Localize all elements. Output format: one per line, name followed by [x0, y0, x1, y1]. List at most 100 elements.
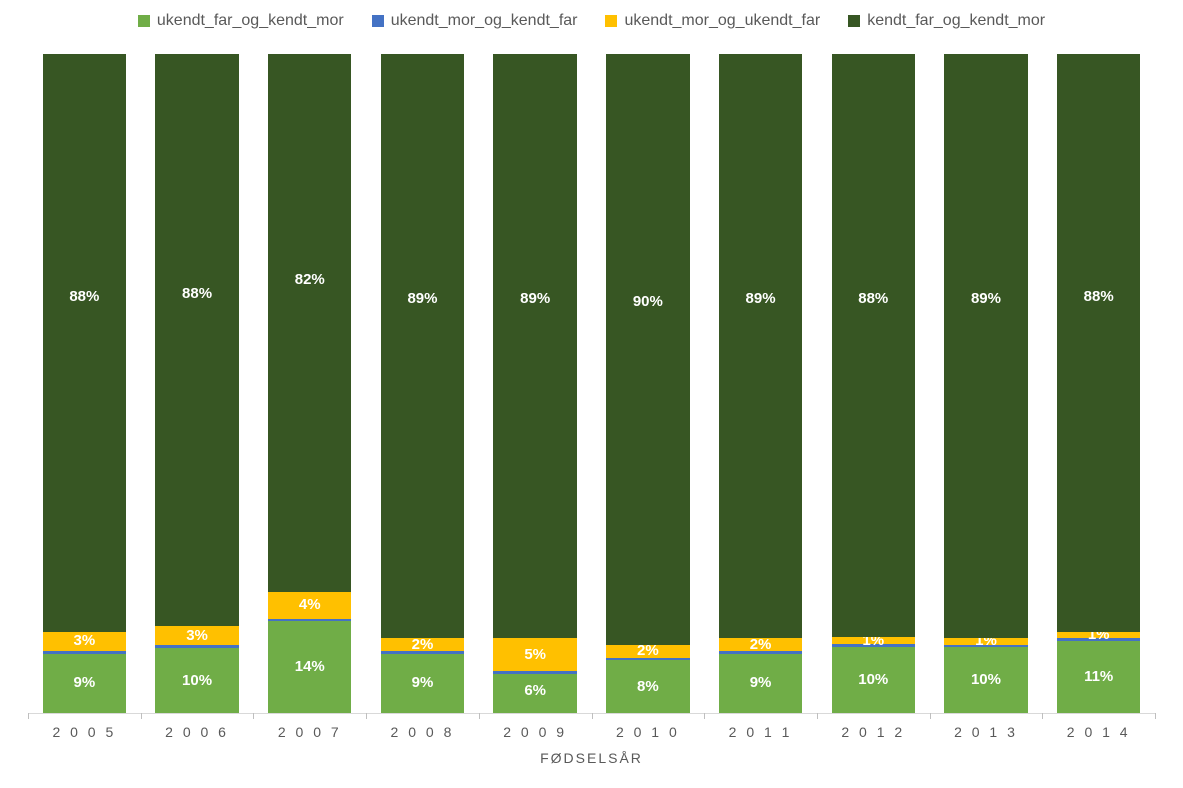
x-tick-label: 2 0 0 9 — [479, 724, 592, 740]
bar-segment-kendt_far_og_kendt_mor: 90% — [606, 54, 689, 645]
bar-column: 6% 0% 5% 89% — [479, 54, 592, 713]
data-label: 3% — [74, 634, 96, 650]
bar-segment-kendt_far_og_kendt_mor: 88% — [155, 54, 238, 626]
bar-segment-ukendt_far_og_kendt_mor: 9% — [381, 654, 464, 713]
bar-segment-ukendt_mor_og_kendt_far: 0% — [155, 645, 238, 648]
bar-segment-kendt_far_og_kendt_mor: 89% — [493, 54, 576, 638]
bar-segment-ukendt_mor_og_ukendt_far: 3% — [155, 626, 238, 645]
bar-segment-ukendt_mor_og_ukendt_far: 5% — [493, 638, 576, 671]
bar-segment-kendt_far_og_kendt_mor: 89% — [719, 54, 802, 638]
bar: 6% 0% 5% 89% — [493, 54, 576, 713]
data-label: 4% — [299, 598, 321, 614]
x-tick-label: 2 0 1 4 — [1042, 724, 1155, 740]
legend-swatch — [138, 15, 150, 27]
bar-segment-ukendt_mor_og_ukendt_far: 1% — [944, 638, 1027, 645]
data-label: 9% — [412, 676, 434, 692]
legend-label: ukendt_mor_og_ukendt_far — [624, 12, 820, 30]
legend-item: ukendt_mor_og_ukendt_far — [605, 12, 820, 30]
data-label: 89% — [746, 291, 776, 307]
bar-segment-ukendt_far_og_kendt_mor: 8% — [606, 660, 689, 713]
x-axis: 2 0 0 52 0 0 62 0 0 72 0 0 82 0 0 92 0 1… — [28, 724, 1155, 740]
bar-segment-ukendt_far_og_kendt_mor: 11% — [1057, 641, 1140, 713]
data-label: 14% — [295, 659, 325, 675]
bar: 10%0%1%88% — [832, 54, 915, 713]
data-label: 5% — [524, 647, 546, 663]
bar-segment-ukendt_far_og_kendt_mor: 10% — [944, 647, 1027, 713]
data-label: 2% — [412, 637, 434, 653]
x-tick-label: 2 0 1 2 — [817, 724, 930, 740]
x-tick-label: 2 0 0 6 — [141, 724, 254, 740]
bar-column: 9%0%2%89% — [366, 54, 479, 713]
data-label: 89% — [520, 291, 550, 307]
bar-segment-kendt_far_og_kendt_mor: 89% — [381, 54, 464, 638]
bar-column: 14% 0% 4% 82% — [253, 54, 366, 713]
bar-column: 8%0%2%90% — [592, 54, 705, 713]
data-label: 9% — [750, 676, 772, 692]
bar-segment-ukendt_mor_og_kendt_far: 0% — [268, 619, 351, 622]
bar-segment-ukendt_mor_og_kendt_far: 0% — [493, 671, 576, 674]
bar-segment-ukendt_far_og_kendt_mor: 10% — [832, 647, 915, 713]
bar-segment-kendt_far_og_kendt_mor: 89% — [944, 54, 1027, 638]
bar-segment-kendt_far_og_kendt_mor: 88% — [1057, 54, 1140, 632]
data-label: 88% — [858, 291, 888, 307]
legend-label: kendt_far_og_kendt_mor — [867, 12, 1045, 30]
bar-column: 11%0%1%88% — [1042, 54, 1155, 713]
bar: 11%0%1%88% — [1057, 54, 1140, 713]
data-label: 10% — [971, 672, 1001, 688]
bar-segment-kendt_far_og_kendt_mor: 88% — [43, 54, 126, 632]
bar-segment-ukendt_far_og_kendt_mor: 6% — [493, 674, 576, 713]
legend-label: ukendt_mor_og_kendt_far — [391, 12, 578, 30]
stacked-bar-chart: ukendt_far_og_kendt_mor ukendt_mor_og_ken… — [0, 0, 1183, 788]
bar: 10% 0%3% 88% — [155, 54, 238, 713]
data-label: 6% — [524, 683, 546, 699]
bar: 10%0%1%89% — [944, 54, 1027, 713]
x-tick-label: 2 0 0 7 — [253, 724, 366, 740]
bar-column: 10%0%1%88% — [817, 54, 930, 713]
bar-column: 9%0%2%89% — [704, 54, 817, 713]
data-label: 9% — [74, 676, 96, 692]
data-label: 89% — [971, 292, 1001, 308]
legend-item: ukendt_mor_og_kendt_far — [372, 12, 578, 30]
data-label: 3% — [186, 628, 208, 644]
bar-segment-ukendt_mor_og_ukendt_far: 1% — [832, 637, 915, 644]
x-tick-label: 2 0 0 5 — [28, 724, 141, 740]
legend-swatch — [848, 15, 860, 27]
bar: 14% 0% 4% 82% — [268, 54, 351, 713]
data-label: 88% — [1084, 289, 1114, 305]
data-label: 88% — [182, 286, 212, 302]
data-label: 10% — [858, 672, 888, 688]
bar-segment-ukendt_mor_og_ukendt_far: 4% — [268, 592, 351, 618]
bar-segment-ukendt_far_og_kendt_mor: 9% — [719, 654, 802, 713]
legend-item: ukendt_far_og_kendt_mor — [138, 12, 344, 30]
plot-inner: 9%0%3%88%10%0%3%88%14%0%4%82%9%0%2%89%6%… — [28, 54, 1155, 714]
bar-segment-ukendt_mor_og_ukendt_far: 2% — [719, 638, 802, 651]
bar: 8%0%2%90% — [606, 54, 689, 713]
data-label: 2% — [637, 643, 659, 659]
legend-item: kendt_far_og_kendt_mor — [848, 12, 1045, 30]
bar-column: 9% 0%3% 88% — [28, 54, 141, 713]
bar-segment-ukendt_mor_og_kendt_far: 0% — [43, 651, 126, 654]
data-label: 2% — [750, 637, 772, 653]
data-label: 10% — [182, 673, 212, 689]
plot-area: 9%0%3%88%10%0%3%88%14%0%4%82%9%0%2%89%6%… — [28, 54, 1155, 714]
bar-segment-ukendt_mor_og_ukendt_far: 3% — [43, 632, 126, 652]
legend-swatch — [605, 15, 617, 27]
x-axis-title: FØDSELSÅR — [0, 750, 1183, 766]
bar-segment-ukendt_far_og_kendt_mor: 9% — [43, 654, 126, 713]
data-label: 90% — [633, 294, 663, 310]
bar-segment-ukendt_far_og_kendt_mor: 14% — [268, 621, 351, 713]
data-label: 8% — [637, 679, 659, 695]
bar-column: 10% 0%3% 88% — [141, 54, 254, 713]
data-label: 11% — [1084, 669, 1113, 685]
bar: 9%0%2%89% — [381, 54, 464, 713]
legend: ukendt_far_og_kendt_mor ukendt_mor_og_ken… — [0, 0, 1183, 36]
bar: 9%0%2%89% — [719, 54, 802, 713]
bar-segment-kendt_far_og_kendt_mor: 88% — [832, 54, 915, 637]
legend-label: ukendt_far_og_kendt_mor — [157, 12, 344, 30]
x-tick-label: 2 0 1 1 — [704, 724, 817, 740]
data-label: 89% — [407, 291, 437, 307]
bar-segment-kendt_far_og_kendt_mor: 82% — [268, 54, 351, 592]
bar-segment-ukendt_mor_og_ukendt_far: 2% — [606, 645, 689, 658]
bar-segment-ukendt_mor_og_ukendt_far: 2% — [381, 638, 464, 651]
legend-swatch — [372, 15, 384, 27]
